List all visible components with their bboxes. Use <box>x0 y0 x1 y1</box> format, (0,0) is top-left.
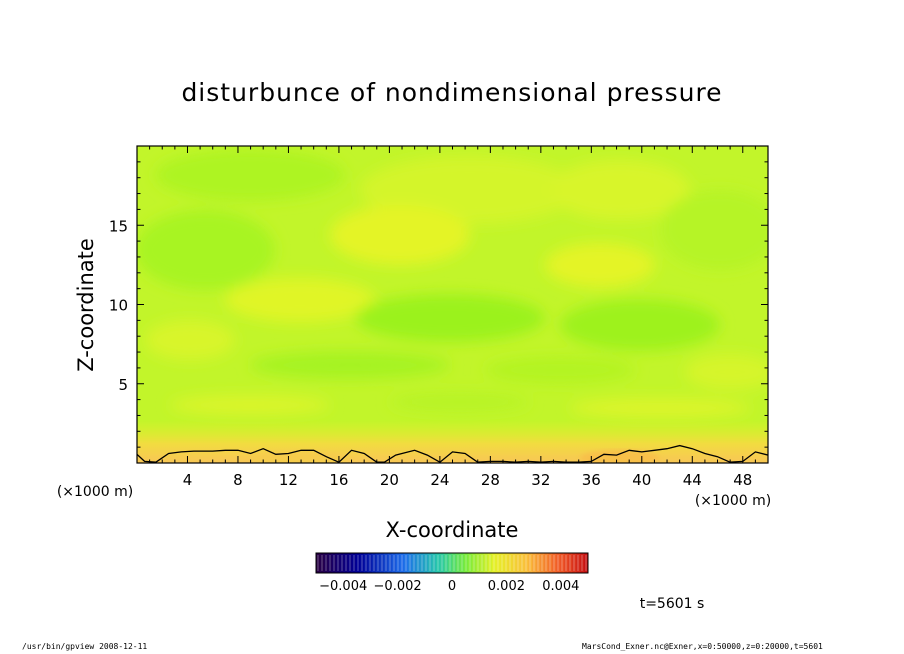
x-tick-label: 16 <box>329 471 348 489</box>
y-tick-label: 10 <box>109 297 128 315</box>
surface-layer <box>137 420 768 463</box>
x-tick-label: 36 <box>582 471 601 489</box>
colorbar-tick-label: 0.002 <box>488 579 525 594</box>
plot-area <box>137 146 768 463</box>
axis-ticks <box>137 146 768 463</box>
pressure-field-patches <box>137 149 768 418</box>
x-tick-label: 40 <box>632 471 651 489</box>
zero-contour <box>137 444 768 463</box>
x-unit-label-left: (×1000 m) <box>57 484 133 500</box>
footer-command: /usr/bin/gpview 2008-12-11 <box>22 642 148 651</box>
colorbar-tick-label: −0.004 <box>319 579 367 594</box>
x-tick-label: 4 <box>183 471 193 489</box>
colorbar-tick-labels: −0.004 −0.002 0 0.002 0.004 <box>319 579 579 594</box>
x-tick-label: 20 <box>380 471 399 489</box>
x-unit-label-right: (×1000 m) <box>695 493 771 509</box>
colorbar-tick-label: −0.002 <box>374 579 422 594</box>
x-tick-label: 24 <box>430 471 449 489</box>
y-axis-label: Z-coordinate <box>74 238 98 372</box>
y-tick-labels: 5 10 15 <box>109 217 128 394</box>
surface-hotspot <box>250 452 350 463</box>
x-tick-label: 44 <box>683 471 702 489</box>
timestamp: t=5601 s <box>640 596 705 612</box>
y-tick-label: 15 <box>109 217 128 235</box>
x-tick-labels: 4 8 12 16 20 24 28 32 36 40 44 48 <box>183 471 753 489</box>
x-tick-label: 8 <box>233 471 243 489</box>
colorbar-tick-label: 0.004 <box>542 579 579 594</box>
colorbar-frame <box>315 552 589 574</box>
colorbar-tick-label: 0 <box>448 579 456 594</box>
footer-data-source: MarsCond_Exner.nc@Exner,x=0:50000,z=0:20… <box>582 642 823 651</box>
x-tick-label: 48 <box>733 471 752 489</box>
x-tick-label: 12 <box>279 471 298 489</box>
x-tick-label: 28 <box>481 471 500 489</box>
colorbar <box>316 553 588 573</box>
chart-title: disturbunce of nondimensional pressure <box>181 78 722 107</box>
surface-hotspot <box>580 450 660 463</box>
y-tick-label: 5 <box>118 376 128 394</box>
x-tick-label: 32 <box>531 471 550 489</box>
x-axis-label: X-coordinate <box>386 518 519 542</box>
